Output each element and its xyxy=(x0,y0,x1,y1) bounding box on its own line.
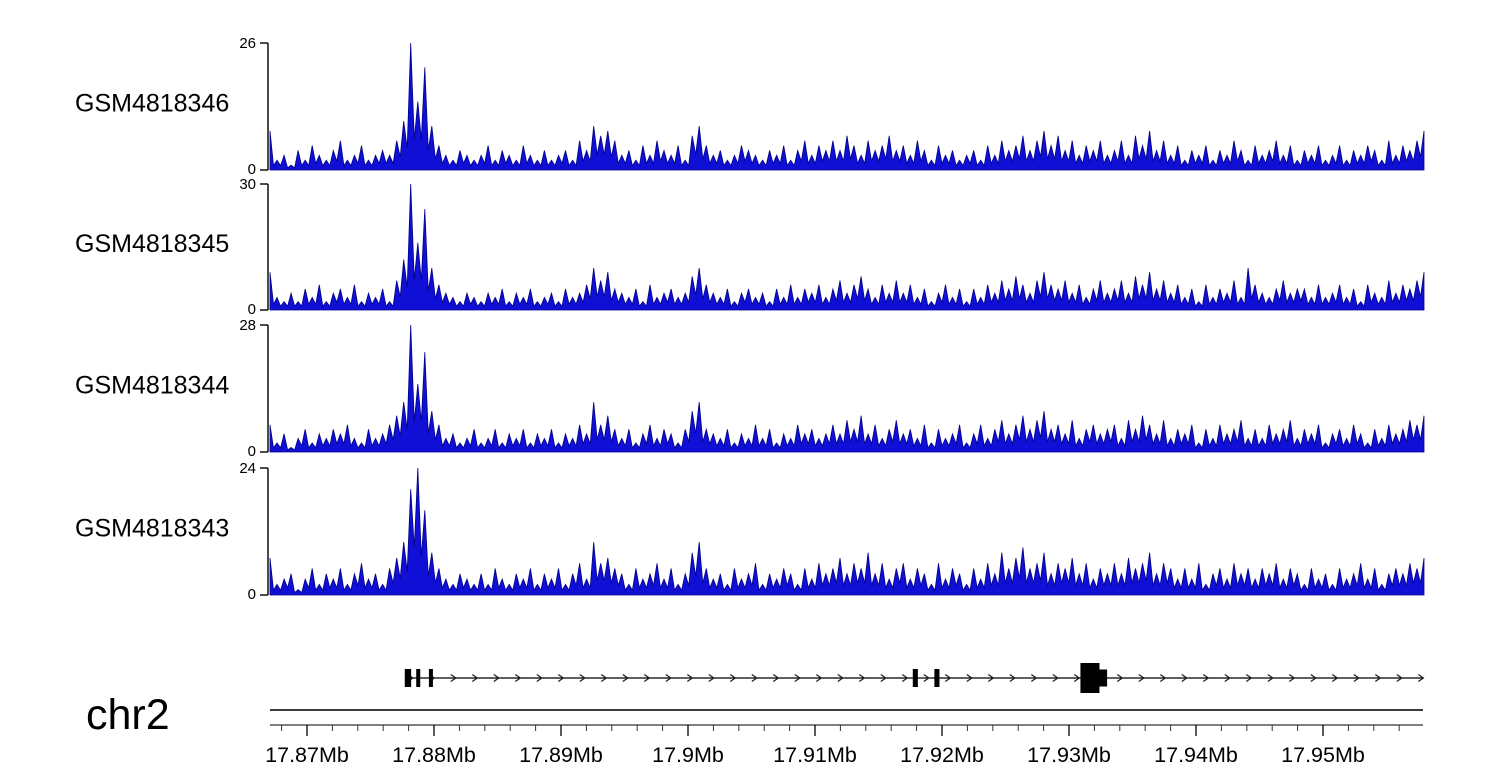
signal-track: 24 0 GSM4818343 xyxy=(75,460,1425,603)
y-axis-zero-label: 0 xyxy=(248,586,256,603)
signal-track: 28 0 GSM4818344 xyxy=(75,317,1425,460)
gene-exon-cds xyxy=(1080,663,1100,693)
gene-exon-exon xyxy=(416,669,421,687)
y-axis-zero-label: 0 xyxy=(248,161,256,178)
chromosome-axis: 17.87Mb 17.88Mb 17.89Mb 17.9Mb 17.91Mb 17.92M… xyxy=(86,691,1423,767)
coverage-area xyxy=(269,183,1425,311)
track-label: GSM4818344 xyxy=(75,372,229,400)
y-axis-zero-label: 0 xyxy=(248,443,256,460)
coverage-area xyxy=(269,467,1425,596)
signal-track: 26 0 GSM4818346 xyxy=(75,35,1425,178)
coverage-area xyxy=(269,42,1425,171)
axis-tick-label: 17.93Mb xyxy=(1027,743,1111,767)
axis-tick-label: 17.9Mb xyxy=(652,743,724,767)
axis-tick-label: 17.92Mb xyxy=(900,743,984,767)
track-label: GSM4818345 xyxy=(75,230,229,258)
signal-track: 30 0 GSM4818345 xyxy=(75,176,1425,318)
axis-tick-label: 17.87Mb xyxy=(265,743,349,767)
axis-tick-label: 17.95Mb xyxy=(1281,743,1365,767)
y-axis-max-label: 28 xyxy=(239,317,256,334)
gene-exon-exon xyxy=(934,669,940,687)
y-axis-max-label: 26 xyxy=(239,35,256,52)
gene-model xyxy=(404,663,1425,693)
axis-tick-label: 17.89Mb xyxy=(519,743,603,767)
y-axis-zero-label: 0 xyxy=(248,301,256,318)
gene-exon-exon xyxy=(912,669,918,687)
y-axis-max-label: 24 xyxy=(239,460,256,477)
minor-ticks xyxy=(281,725,1400,731)
chromosome-name: chr2 xyxy=(86,691,170,739)
axis-tick-label: 17.88Mb xyxy=(392,743,476,767)
gene-exon-exon xyxy=(428,669,433,687)
axis-tick-label: 17.91Mb xyxy=(773,743,857,767)
y-axis-max-label: 30 xyxy=(239,176,256,193)
gene-exon-utr xyxy=(1099,669,1108,687)
coverage-area xyxy=(269,324,1425,453)
gene-exon-exon xyxy=(404,669,412,687)
track-label: GSM4818346 xyxy=(75,90,229,118)
axis-tick-label: 17.94Mb xyxy=(1154,743,1238,767)
track-label: GSM4818343 xyxy=(75,515,229,543)
